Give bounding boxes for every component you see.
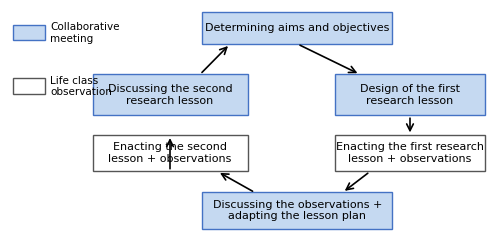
Text: Determining aims and objectives: Determining aims and objectives — [206, 23, 390, 33]
FancyBboxPatch shape — [92, 74, 248, 115]
FancyBboxPatch shape — [12, 78, 45, 94]
FancyBboxPatch shape — [92, 135, 248, 171]
Text: Life class
observation: Life class observation — [50, 76, 112, 97]
FancyBboxPatch shape — [335, 135, 485, 171]
Text: Enacting the second
lesson + observations: Enacting the second lesson + observation… — [108, 143, 232, 164]
FancyBboxPatch shape — [12, 25, 45, 40]
Text: Collaborative
meeting: Collaborative meeting — [50, 22, 119, 44]
FancyBboxPatch shape — [335, 74, 485, 115]
Text: Enacting the first research
lesson + observations: Enacting the first research lesson + obs… — [336, 143, 484, 164]
Text: Discussing the second
research lesson: Discussing the second research lesson — [108, 84, 232, 106]
FancyBboxPatch shape — [202, 192, 392, 229]
Text: Discussing the observations +
adapting the lesson plan: Discussing the observations + adapting t… — [213, 200, 382, 221]
FancyBboxPatch shape — [202, 12, 392, 44]
Text: Design of the first
research lesson: Design of the first research lesson — [360, 84, 460, 106]
